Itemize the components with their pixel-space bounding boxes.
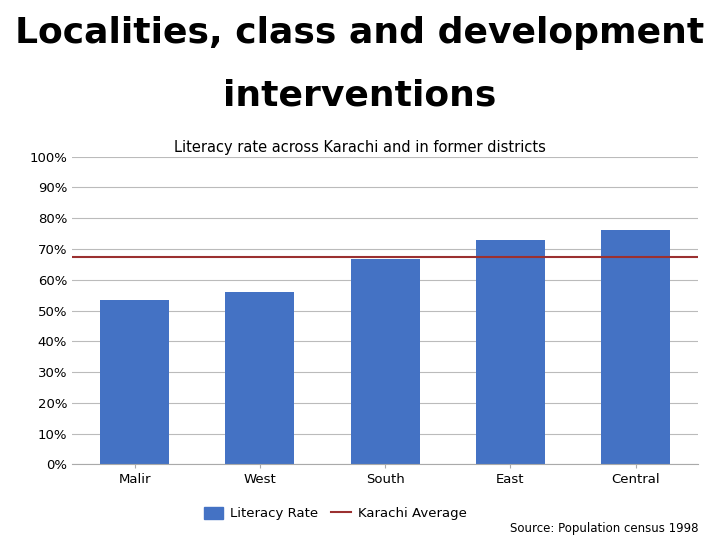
Text: Source: Population census 1998: Source: Population census 1998: [510, 522, 698, 535]
Bar: [100, 300, 169, 464]
Bar: [476, 240, 545, 464]
Text: interventions: interventions: [223, 78, 497, 112]
Text: Localities, class and development: Localities, class and development: [15, 16, 705, 50]
Text: Literacy rate across Karachi and in former districts: Literacy rate across Karachi and in form…: [174, 140, 546, 156]
Bar: [351, 259, 420, 464]
Bar: [601, 230, 670, 464]
Legend: Literacy Rate, Karachi Average: Literacy Rate, Karachi Average: [198, 502, 472, 525]
Bar: [225, 292, 294, 464]
